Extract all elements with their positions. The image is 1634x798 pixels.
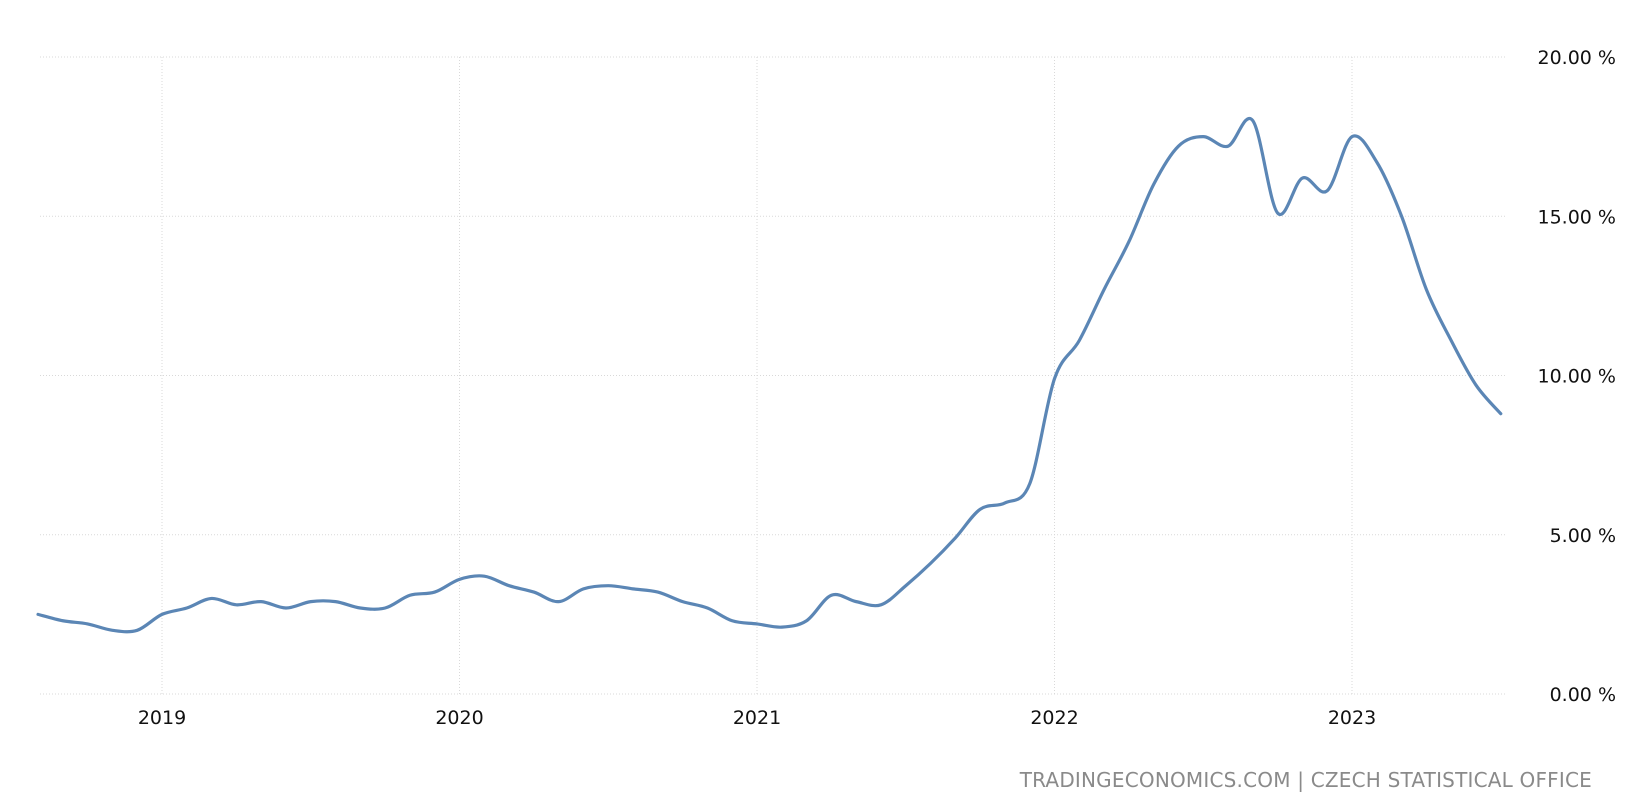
series-group — [36, 116, 1503, 634]
horizontal-gridlines — [40, 56, 1505, 695]
x-tick-label: 2023 — [1328, 707, 1376, 729]
y-tick-label: 20.00 % — [1538, 47, 1617, 69]
y-axis-tick-labels: 0.00 % 5.00 % 10.00 % 15.00 % 20.00 % — [1538, 47, 1617, 706]
x-tick-label: 2019 — [138, 707, 186, 729]
y-tick-label: 5.00 % — [1550, 525, 1616, 547]
series-line — [36, 116, 1503, 634]
x-tick-label: 2021 — [733, 707, 781, 729]
x-tick-label: 2022 — [1030, 707, 1078, 729]
x-axis-tick-labels: 2019 2020 2021 2022 2023 — [138, 707, 1376, 729]
y-tick-label: 0.00 % — [1550, 684, 1616, 706]
y-tick-label: 15.00 % — [1538, 206, 1617, 228]
source-credit: TRADINGECONOMICS.COM | CZECH STATISTICAL… — [1019, 768, 1592, 792]
x-tick-label: 2020 — [435, 707, 483, 729]
y-tick-label: 10.00 % — [1538, 366, 1617, 388]
